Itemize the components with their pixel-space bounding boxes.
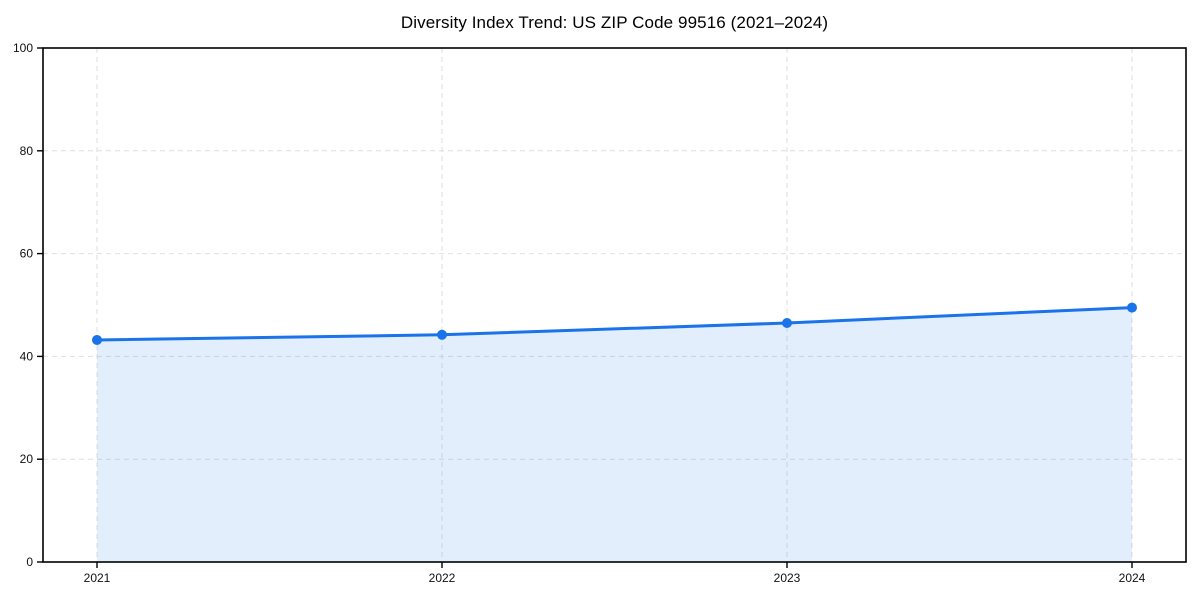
data-point-marker <box>782 317 792 328</box>
y-axis-tick-label: 60 <box>20 247 34 261</box>
x-axis-tick-label: 2023 <box>774 571 801 585</box>
y-axis-tick-label: 40 <box>20 349 34 363</box>
area-fill <box>97 307 1132 562</box>
data-point-marker <box>1127 302 1137 313</box>
y-axis-tick-label: 80 <box>20 144 34 158</box>
trend-line <box>95 306 1134 342</box>
x-axis-tick-label: 2022 <box>429 571 456 585</box>
chart-title: Diversity Index Trend: US ZIP Code 99516… <box>400 13 829 32</box>
data-point-marker <box>437 329 447 340</box>
y-axis-tick-label: 100 <box>13 41 33 55</box>
y-axis-tick-label: 20 <box>20 452 34 466</box>
plot-frame <box>42 47 1187 563</box>
data-point-marker <box>92 334 102 345</box>
x-axis-tick-label: 2024 <box>1119 571 1146 585</box>
x-axis-tick-label: 2021 <box>84 571 111 585</box>
y-axis-tick-label: 0 <box>26 555 33 569</box>
